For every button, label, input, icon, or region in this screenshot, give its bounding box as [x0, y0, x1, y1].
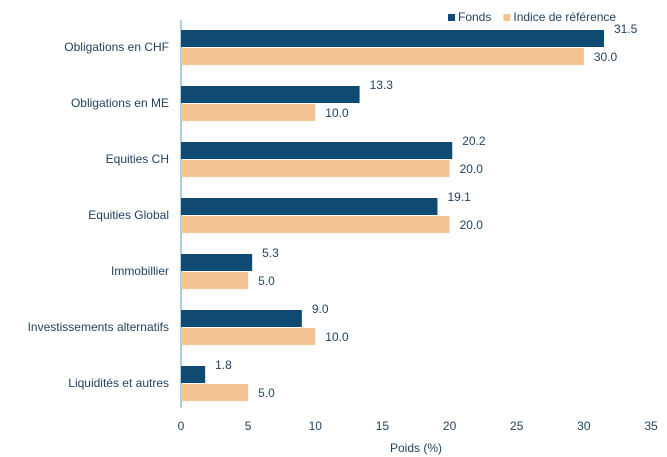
bar [181, 104, 316, 121]
x-tick-label: 5 [245, 419, 252, 433]
value-label: 20.0 [460, 218, 484, 232]
bar [181, 198, 438, 215]
y-tick-label: Obligations en ME [71, 96, 169, 110]
legend-swatch [448, 14, 455, 21]
bar [181, 254, 253, 271]
y-tick-label: Liquidités et autres [68, 376, 169, 390]
bar [181, 216, 450, 233]
bar [181, 142, 453, 159]
value-label: 31.5 [614, 22, 638, 36]
value-label: 10.0 [325, 330, 349, 344]
value-label: 9.0 [312, 302, 329, 316]
bar [181, 272, 249, 289]
value-label: 10.0 [325, 106, 349, 120]
value-label: 13.3 [370, 78, 394, 92]
value-label: 5.3 [262, 246, 279, 260]
legend-swatch [503, 14, 511, 21]
bar [181, 310, 302, 327]
x-tick-label: 35 [644, 419, 658, 433]
bar [181, 384, 249, 401]
y-tick-label: Obligations en CHF [64, 40, 169, 54]
y-tick-label: Equities CH [106, 152, 169, 166]
x-tick-label: 10 [309, 419, 323, 433]
x-axis-label: Poids (%) [390, 441, 442, 455]
bar [181, 366, 206, 383]
x-tick-label: 30 [577, 419, 591, 433]
bar [181, 30, 604, 47]
x-tick-label: 20 [443, 419, 457, 433]
bar [181, 86, 360, 103]
value-label: 30.0 [594, 50, 618, 64]
value-label: 19.1 [447, 190, 471, 204]
legend-label: Fonds [458, 10, 491, 24]
value-label: 5.0 [258, 274, 275, 288]
x-tick-label: 25 [510, 419, 524, 433]
x-tick-label: 15 [376, 419, 390, 433]
bar [181, 160, 450, 177]
value-label: 1.8 [215, 358, 232, 372]
bar [181, 328, 316, 345]
value-label: 5.0 [258, 386, 275, 400]
value-label: 20.2 [462, 134, 486, 148]
legend-label: Indice de référence [513, 10, 616, 24]
y-tick-label: Investissements alternatifs [28, 320, 169, 334]
value-label: 20.0 [460, 162, 484, 176]
y-tick-label: Equities Global [88, 208, 169, 222]
bar [181, 48, 584, 65]
x-tick-label: 0 [178, 419, 185, 433]
y-tick-label: Immobillier [111, 264, 169, 278]
